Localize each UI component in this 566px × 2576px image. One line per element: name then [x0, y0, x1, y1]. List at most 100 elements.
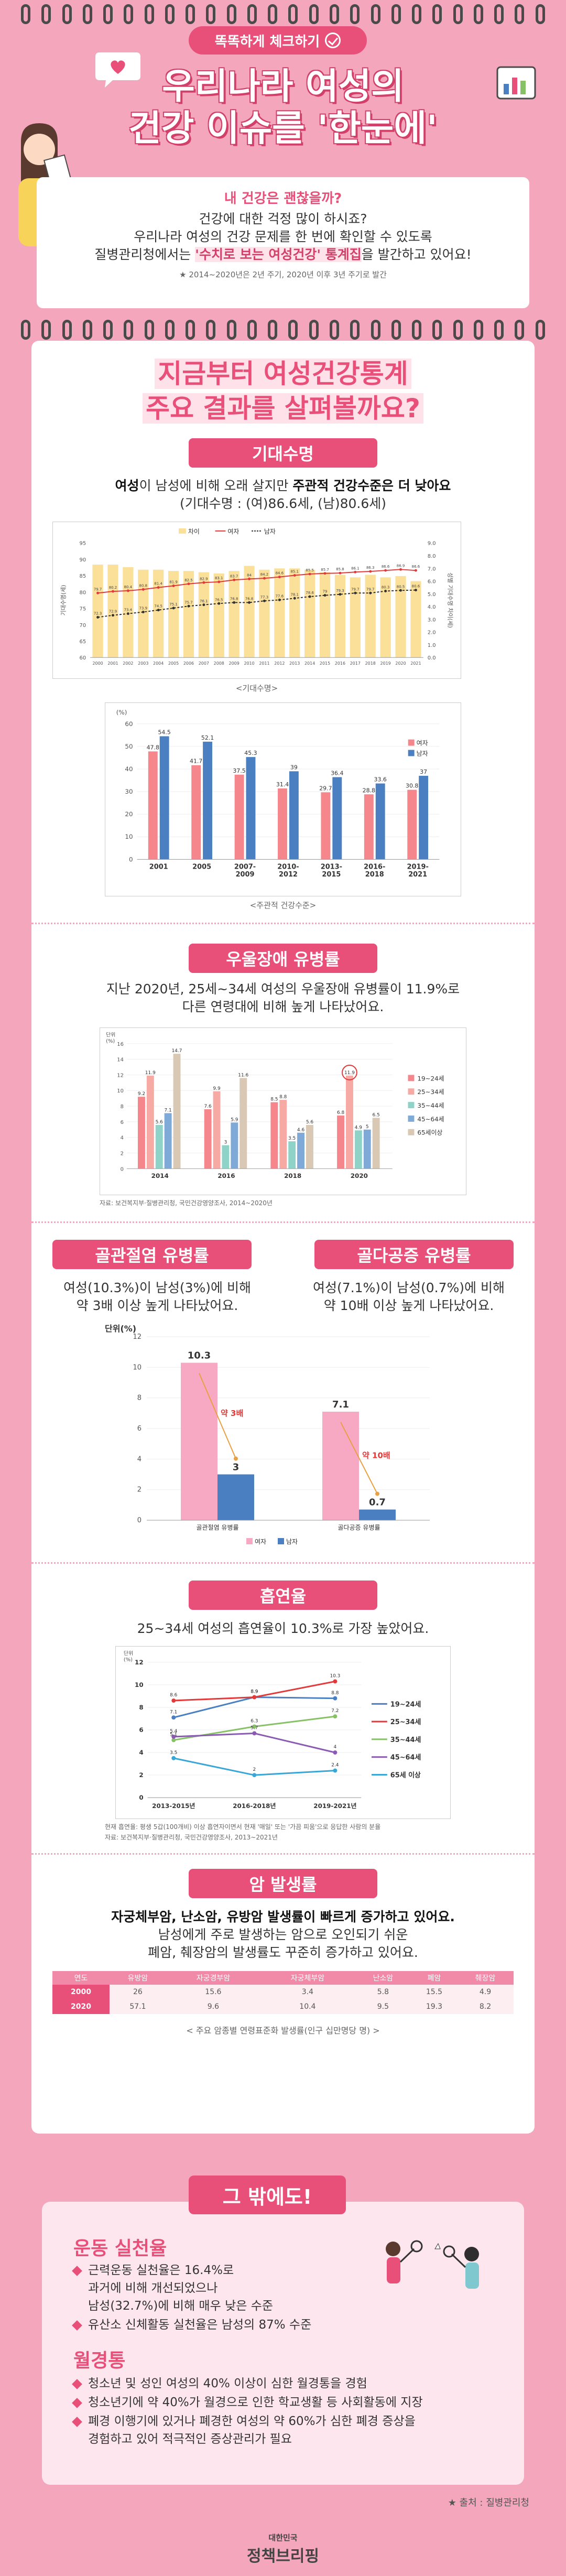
header-badge: 똑똑하게 체크하기 — [189, 26, 367, 55]
male-line-point — [126, 612, 129, 615]
main-title-line2: 건강 이슈를 '한눈에' — [128, 108, 438, 149]
female-line — [97, 569, 416, 594]
depression-value-label: 9.2 — [138, 1091, 145, 1097]
diff-bar — [153, 569, 164, 658]
exercise-bullet1: 근력운동 실천율은 16.4%로 — [72, 2261, 234, 2279]
exercise-title: 운동 실천율 — [73, 2238, 167, 2259]
smoking-point — [333, 1714, 338, 1719]
unit-label: (%) — [124, 1657, 133, 1663]
female-line-point — [111, 590, 114, 593]
table-cell: 10.4 — [260, 1999, 355, 2014]
diff-bar — [395, 576, 406, 658]
legend-label-male: 남자 — [417, 750, 428, 757]
binder-ring — [473, 320, 483, 340]
male-line-point — [339, 593, 342, 596]
binder-ring — [21, 320, 30, 340]
intro-line3-highlight: '수치로 보는 여성건강' 통계집 — [195, 247, 362, 262]
smoking-note2: 자료: 보건복지부·질병관리청, 국민건강영양조사, 2013~2021년 — [105, 1834, 278, 1841]
x-tick-label: 2010- — [277, 863, 299, 871]
legend-label: 19~24세 — [417, 1075, 444, 1082]
table-cell: 15.5 — [411, 1985, 457, 1999]
binder-ring — [515, 4, 525, 24]
legend-label-diff: 차이 — [188, 528, 200, 535]
depression-value-label: 3.5 — [288, 1136, 296, 1141]
female-line-value-label: 85.5 — [306, 568, 313, 572]
ratio-annotation: 약 3배 — [221, 1409, 243, 1418]
binder-ring — [21, 4, 30, 24]
legend-swatch-female — [246, 1538, 253, 1544]
y-tick-label: 60 — [125, 720, 133, 728]
male-line-value-label: 75.7 — [184, 600, 192, 604]
x-tick-label: 2010 — [244, 661, 254, 666]
smoking-pill: 흡연율 — [189, 1581, 377, 1610]
y-tick-label: 20 — [125, 810, 133, 818]
male-line-point — [293, 597, 296, 600]
depression-bar — [173, 1054, 181, 1169]
female-value-label: 29.7 — [319, 785, 332, 792]
female-line-point — [369, 570, 372, 573]
depression-value-label: 14.7 — [172, 1048, 182, 1054]
male-line-value-label: 72.3 — [94, 612, 102, 616]
osteoarthritis-pill: 골관절염 유병률 — [52, 1240, 252, 1269]
y-tick-label: 14 — [117, 1057, 124, 1063]
smoking-value-label: 8.9 — [251, 1690, 258, 1695]
depression-bar — [372, 1118, 380, 1169]
binder-ring — [329, 4, 339, 24]
y-tick-label: 65 — [80, 639, 86, 645]
female-line-value-label: 80.8 — [139, 583, 147, 588]
footer-logo-big: 정책브리핑 — [247, 2547, 319, 2566]
intro-line3-pre: 질병관리청에서는 — [94, 247, 195, 262]
menses-bullet1: 청소년 및 성인 여성의 40% 이상이 심한 월경통을 경험 — [72, 2375, 367, 2393]
cancer-text2: 남성에게 주로 발생하는 암으로 오인되기 쉬운 — [158, 1927, 408, 1942]
y-tick-label: 2 — [137, 1486, 142, 1494]
female-line-value-label: 81.9 — [169, 580, 177, 585]
smoking-value-label: 8.6 — [170, 1693, 178, 1698]
footer-logo: 대한민국 정책브리핑 — [0, 2532, 566, 2566]
table-cell: 19.3 — [411, 1999, 457, 2014]
y-right-tick-label: 8.0 — [428, 554, 436, 559]
male-line-value-label: 79.7 — [366, 587, 374, 591]
x-tick-label: 2014 — [151, 1172, 169, 1179]
bone-chart: 단위(%)12 10 8 6 4 2 0 10.3 3 골관절염 유병률 약 3배 7.1 0.7 골다공… — [105, 1324, 430, 1545]
x-tick-label: 2015 — [320, 661, 330, 666]
binder-ring — [41, 320, 51, 340]
y-tick-label: 6 — [121, 1120, 124, 1125]
binder-ring — [144, 4, 154, 24]
table-header-row: 연도 유방암 자궁경부암 자궁체부암 난소암 폐암 췌장암 — [52, 1971, 514, 1985]
male-value-label: 37 — [420, 769, 427, 775]
section-head-line1: 지금부터 여성건강통계 — [31, 356, 535, 391]
y-tick-label: 10 — [125, 833, 133, 840]
smoking-value-label: 8.8 — [331, 1691, 339, 1696]
smoking-value-label: 7.1 — [170, 1709, 177, 1715]
smoking-note1: 현재 흡연율: 평생 5갑(100개비) 이상 흡연자이면서 현재 '매일' 또… — [105, 1823, 381, 1831]
legend-label: 25~34세 — [417, 1088, 444, 1096]
depression-bar — [222, 1145, 230, 1169]
life-text1: 여성이 남성에 비해 오래 살지만 주관적 건강수준은 더 낮아요 — [115, 478, 451, 493]
binder-ring — [62, 320, 72, 340]
x-tick-label: 2016 — [335, 661, 345, 666]
male-line-point — [308, 595, 311, 598]
male-line-point — [96, 615, 100, 619]
male-line-point — [399, 589, 402, 592]
life-expectancy-pill: 기대수명 — [189, 438, 377, 468]
y-tick-label: 75 — [80, 607, 86, 612]
y-tick-label: 4 — [139, 1749, 143, 1756]
binder-ring — [247, 4, 257, 24]
legend-label: 65세 이상 — [390, 1771, 421, 1779]
binder-ring — [309, 320, 319, 340]
female-value-label: 47.8 — [147, 744, 159, 751]
male-line-point — [142, 610, 145, 613]
male-line-point — [323, 594, 326, 597]
chart-board-icon — [496, 66, 536, 100]
binder-ring — [371, 320, 380, 340]
binder-ring — [535, 4, 545, 24]
male-bar — [246, 757, 256, 860]
smoking-point — [171, 1756, 176, 1760]
male-value-label: 39 — [290, 764, 298, 771]
ratio-arrow-head — [234, 1456, 238, 1461]
smoking-line — [173, 1732, 335, 1754]
smoking-point — [171, 1738, 176, 1742]
ratio-annotation: 약 10배 — [362, 1451, 390, 1460]
table-header-cell: 연도 — [52, 1971, 110, 1985]
binder-ring — [268, 4, 278, 24]
